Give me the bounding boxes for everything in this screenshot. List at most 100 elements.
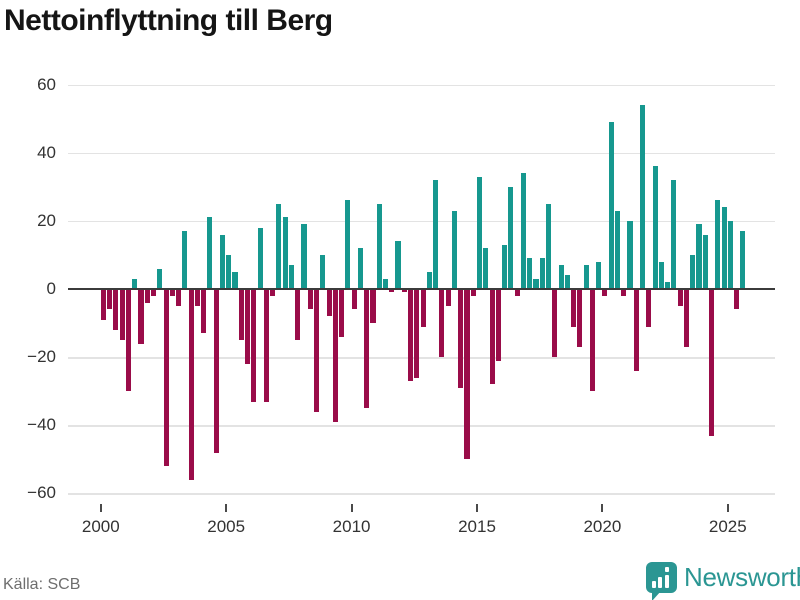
bar-quarter-97[interactable]: [708, 289, 715, 436]
bar-quarter-52[interactable]: [426, 272, 432, 289]
bar-quarter-44[interactable]: [376, 203, 382, 289]
bar-quarter-48[interactable]: [401, 289, 407, 293]
bar-quarter-89[interactable]: [658, 261, 664, 289]
bar-quarter-101[interactable]: [734, 289, 740, 310]
bar-quarter-47[interactable]: [395, 241, 401, 289]
bar-quarter-76[interactable]: [577, 289, 583, 347]
newsworthy-branding[interactable]: Newsworthy: [646, 562, 800, 600]
bar-quarter-95[interactable]: [696, 224, 702, 289]
bar-quarter-2[interactable]: [113, 289, 119, 330]
bar-quarter-62[interactable]: [489, 289, 495, 385]
bar-quarter-22[interactable]: [238, 289, 244, 341]
bar-quarter-36[interactable]: [326, 289, 332, 317]
bar-quarter-98[interactable]: [715, 200, 721, 289]
bar-quarter-46[interactable]: [389, 289, 395, 293]
bar-quarter-80[interactable]: [602, 289, 608, 296]
bar-quarter-39[interactable]: [345, 200, 351, 289]
bar-quarter-49[interactable]: [408, 289, 414, 381]
bar-quarter-73[interactable]: [558, 265, 564, 289]
bar-quarter-88[interactable]: [652, 166, 658, 289]
bar-quarter-59[interactable]: [470, 289, 476, 296]
bar-quarter-29[interactable]: [282, 217, 288, 289]
bar-quarter-65[interactable]: [508, 186, 514, 289]
bar-quarter-71[interactable]: [545, 203, 552, 289]
bar-quarter-54[interactable]: [439, 289, 445, 358]
bar-quarter-28[interactable]: [276, 203, 282, 289]
bar-quarter-78[interactable]: [589, 289, 595, 392]
bar-quarter-56[interactable]: [451, 210, 457, 289]
bar-quarter-82[interactable]: [614, 210, 621, 289]
bar-quarter-64[interactable]: [502, 244, 508, 289]
bar-quarter-75[interactable]: [571, 289, 577, 327]
bar-quarter-60[interactable]: [477, 176, 483, 289]
bar-quarter-31[interactable]: [295, 289, 301, 341]
bar-quarter-10[interactable]: [163, 289, 169, 467]
bar-quarter-34[interactable]: [313, 289, 320, 412]
bar-quarter-4[interactable]: [125, 289, 131, 392]
bar-quarter-77[interactable]: [583, 265, 589, 289]
bar-quarter-79[interactable]: [596, 261, 602, 289]
bar-quarter-83[interactable]: [621, 289, 627, 296]
bar-quarter-72[interactable]: [552, 289, 558, 358]
bar-quarter-25[interactable]: [257, 227, 263, 289]
bar-quarter-87[interactable]: [646, 289, 652, 327]
bar-quarter-91[interactable]: [671, 179, 677, 289]
bar-quarter-58[interactable]: [464, 289, 470, 460]
bar-quarter-42[interactable]: [364, 289, 370, 409]
bar-quarter-15[interactable]: [194, 289, 200, 306]
bar-quarter-19[interactable]: [219, 234, 226, 289]
bar-quarter-51[interactable]: [420, 289, 426, 327]
bar-quarter-11[interactable]: [169, 289, 175, 296]
bar-quarter-16[interactable]: [201, 289, 207, 334]
bar-quarter-100[interactable]: [727, 220, 733, 289]
bar-quarter-38[interactable]: [339, 289, 345, 337]
bar-quarter-6[interactable]: [138, 289, 144, 344]
bar-quarter-3[interactable]: [119, 289, 125, 341]
bar-quarter-96[interactable]: [702, 234, 708, 289]
bar-quarter-20[interactable]: [226, 254, 232, 289]
bar-quarter-18[interactable]: [213, 289, 219, 453]
bar-quarter-85[interactable]: [633, 289, 639, 371]
bar-quarter-26[interactable]: [263, 289, 269, 402]
bar-quarter-92[interactable]: [677, 289, 683, 306]
bar-quarter-17[interactable]: [207, 217, 213, 289]
bar-quarter-50[interactable]: [414, 289, 420, 378]
bar-quarter-41[interactable]: [357, 248, 363, 289]
bar-quarter-30[interactable]: [288, 265, 294, 289]
bar-quarter-94[interactable]: [690, 254, 696, 289]
bar-quarter-74[interactable]: [564, 275, 570, 289]
bar-quarter-84[interactable]: [627, 220, 633, 289]
bar-quarter-37[interactable]: [332, 289, 338, 422]
bar-quarter-27[interactable]: [270, 289, 276, 296]
bar-quarter-1[interactable]: [107, 289, 113, 310]
bar-quarter-99[interactable]: [721, 207, 727, 289]
bar-quarter-40[interactable]: [351, 289, 357, 310]
bar-quarter-68[interactable]: [527, 258, 533, 289]
bar-quarter-12[interactable]: [176, 289, 182, 306]
bar-quarter-23[interactable]: [245, 289, 251, 364]
bar-quarter-43[interactable]: [370, 289, 376, 324]
bar-quarter-32[interactable]: [301, 224, 307, 289]
bar-quarter-21[interactable]: [232, 272, 238, 289]
bar-quarter-45[interactable]: [382, 278, 389, 289]
bar-quarter-57[interactable]: [458, 289, 464, 388]
bar-quarter-7[interactable]: [144, 289, 150, 303]
bar-quarter-63[interactable]: [495, 289, 501, 361]
bar-quarter-24[interactable]: [251, 289, 257, 402]
bar-quarter-33[interactable]: [307, 289, 313, 310]
bar-quarter-67[interactable]: [520, 173, 526, 289]
bar-quarter-70[interactable]: [539, 258, 545, 289]
bar-quarter-90[interactable]: [665, 282, 671, 289]
bar-quarter-66[interactable]: [514, 289, 520, 296]
bar-quarter-35[interactable]: [320, 254, 326, 289]
bar-quarter-8[interactable]: [150, 289, 157, 296]
bar-quarter-61[interactable]: [483, 248, 489, 289]
bar-quarter-53[interactable]: [433, 179, 439, 289]
bar-quarter-0[interactable]: [100, 289, 106, 320]
bar-quarter-81[interactable]: [608, 122, 614, 289]
bar-quarter-93[interactable]: [683, 289, 689, 347]
bar-quarter-69[interactable]: [533, 278, 539, 289]
bar-quarter-5[interactable]: [132, 278, 138, 289]
bar-quarter-13[interactable]: [182, 231, 188, 289]
bar-quarter-9[interactable]: [157, 268, 163, 289]
